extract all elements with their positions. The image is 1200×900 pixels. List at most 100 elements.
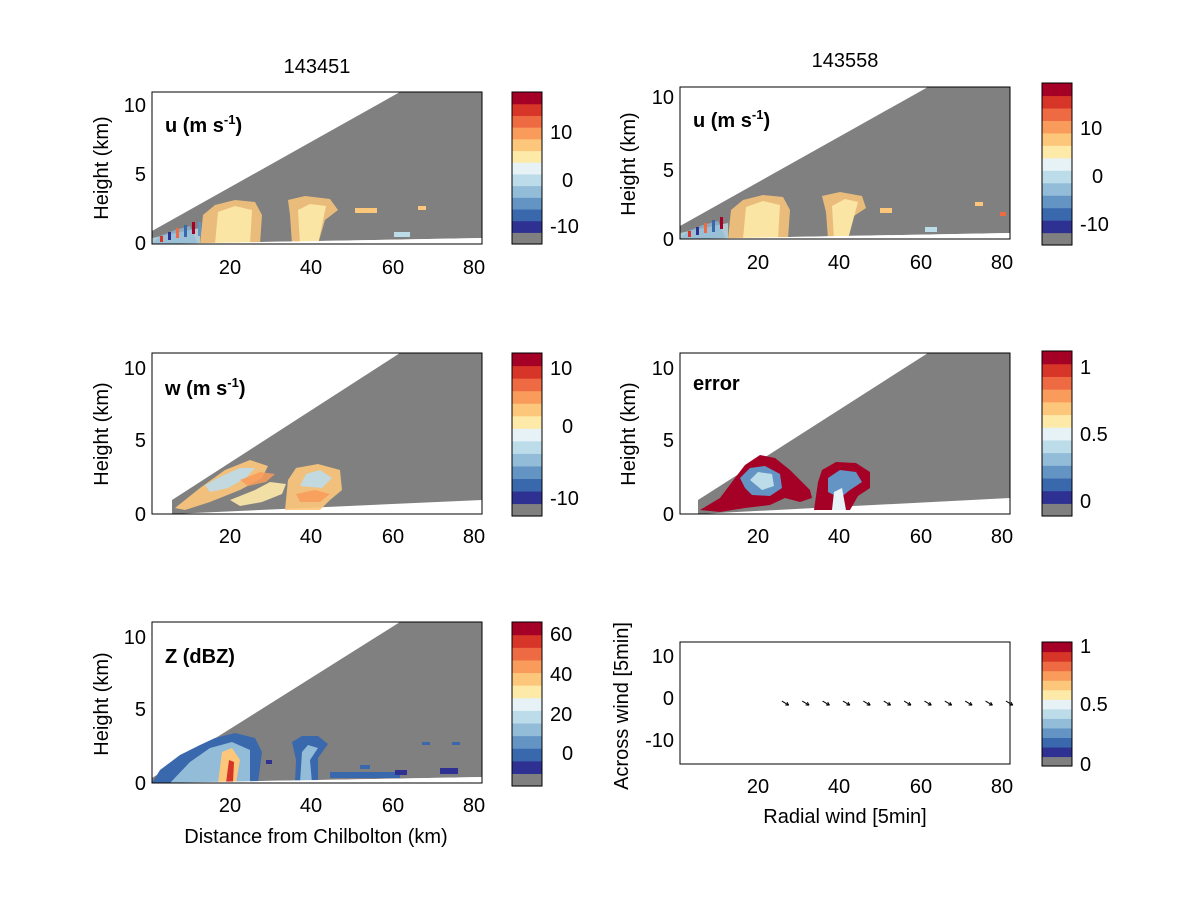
echo-region: [300, 470, 332, 488]
speckle: [452, 742, 460, 745]
panel-annotation: u (m s-1): [165, 112, 242, 137]
y-axis: 0 5 10: [652, 87, 674, 251]
x-tick-label: 80: [463, 257, 485, 279]
x-tick-label: 60: [382, 526, 404, 548]
y-tick-label: 0: [663, 504, 674, 526]
plot-field-u-143558: [680, 87, 1010, 239]
speckle: [418, 206, 426, 210]
colorbar-swatch: [512, 403, 542, 417]
panel-wind-vectors: 20 40 60 80 Radial wind [5min] 10 0 -10 …: [611, 622, 1108, 828]
colorbar-swatch: [1042, 363, 1072, 377]
wind-vector: [1005, 700, 1014, 706]
colorbar-swatch: [1042, 708, 1072, 719]
colorbar-swatch: [512, 685, 542, 699]
speckle: [422, 742, 430, 745]
colorbar-swatch: [512, 503, 542, 517]
colorbar: 1 0.5 0: [1041, 636, 1108, 776]
y-tick-label: 0: [663, 688, 674, 710]
y-tick-label: 0: [663, 229, 674, 251]
speckle: [168, 232, 171, 240]
echo-region: [743, 201, 780, 239]
colorbar-swatch: [512, 185, 542, 198]
x-tick-label: 60: [382, 257, 404, 279]
x-tick-label: 40: [828, 252, 850, 274]
plot-axes-box: [151, 352, 483, 515]
colorbar-swatch: [1042, 661, 1072, 672]
colorbar-swatches: [1042, 351, 1072, 517]
x-tick-label: 40: [828, 526, 850, 548]
colorbar-swatches: [1042, 642, 1072, 767]
colorbar-swatch: [1042, 107, 1072, 121]
wind-vector: [801, 700, 810, 706]
x-axis: 20 40 60 80: [219, 257, 485, 279]
colorbar-swatch: [1042, 195, 1072, 209]
x-tick-label: 80: [991, 526, 1013, 548]
x-tick-label: 40: [300, 795, 322, 817]
colorbar-swatch: [512, 748, 542, 762]
speckle: [720, 217, 723, 229]
x-tick-label: 40: [300, 257, 322, 279]
colorbar-swatch: [1042, 651, 1072, 662]
colorbar-tick: 1: [1080, 636, 1091, 658]
y-axis: 0 5 10: [124, 358, 146, 526]
wind-vector: [944, 700, 953, 706]
wind-vector: [964, 700, 973, 706]
panel-u-143558: u (m s-1) Height (km) 20 40 60 80 0 5 10…: [618, 82, 1109, 274]
echo-region: [832, 199, 858, 239]
colorbar-swatch: [512, 773, 542, 787]
colorbar-swatch: [512, 197, 542, 210]
speckle: [198, 222, 201, 236]
y-tick-label: 0: [135, 773, 146, 795]
colorbar: 10 0 -10: [1041, 82, 1109, 246]
panel-annotation: u (m s-1): [693, 107, 770, 132]
x-tick-label: 20: [219, 257, 241, 279]
colorbar-swatch: [512, 428, 542, 442]
plot-axes-box: [679, 86, 1011, 240]
colorbar-swatch: [512, 622, 542, 636]
colorbar-swatch: [512, 127, 542, 140]
colorbar: 10 0 -10: [511, 91, 579, 245]
below-beam: [152, 238, 482, 244]
colorbar-swatch: [1042, 232, 1072, 246]
x-axis-label: Radial wind [5min]: [763, 806, 926, 828]
x-tick-label: 60: [910, 252, 932, 274]
panel-annotation: w (m s-1): [164, 375, 245, 400]
colorbar-tick: 10: [550, 122, 572, 144]
colorbar-swatch: [512, 647, 542, 661]
speckle: [192, 222, 195, 234]
speckle: [355, 208, 377, 213]
colorbar-tick: 0: [562, 743, 573, 765]
panel-error: error Height (km) 20 40 60 80 0 5 10 1 0…: [618, 350, 1108, 548]
panel-annotation: Z (dBZ): [165, 646, 235, 668]
colorbar-swatch: [1042, 503, 1072, 517]
colorbar-swatch: [512, 232, 542, 245]
y-axis: 10 0 -10: [645, 646, 674, 752]
colorbar-swatch: [1042, 718, 1072, 729]
colorbar-swatch: [512, 760, 542, 774]
wind-vector: [903, 700, 912, 706]
speckle: [394, 232, 410, 237]
colorbar-tick: 0: [562, 170, 573, 192]
speckle: [184, 225, 187, 237]
colorbar-frame: [1041, 82, 1073, 246]
column-title-right: 143558: [812, 50, 879, 72]
colorbar-tick: 10: [550, 358, 572, 380]
colorbar-tick: 0: [1080, 754, 1091, 776]
colorbar-swatch: [512, 735, 542, 749]
x-axis: 20 40 60 80: [747, 526, 1013, 548]
x-axis: 20 40 60 80: [219, 526, 485, 548]
speckle: [440, 768, 458, 774]
x-axis: 20 40 60 80: [747, 252, 1013, 274]
colorbar-swatch: [1042, 737, 1072, 748]
colorbar-swatch: [512, 103, 542, 116]
y-tick-label: 5: [135, 699, 146, 721]
colorbar-swatch: [1042, 642, 1072, 653]
x-tick-label: 20: [219, 526, 241, 548]
colorbar-swatch: [1042, 452, 1072, 466]
plot-field-u-143451: [152, 92, 482, 244]
y-tick-label: 10: [652, 87, 674, 109]
colorbar-swatch: [512, 659, 542, 674]
wind-vector: [924, 700, 932, 706]
colorbar-swatches: [512, 622, 542, 787]
column-title-left: 143451: [284, 56, 351, 78]
